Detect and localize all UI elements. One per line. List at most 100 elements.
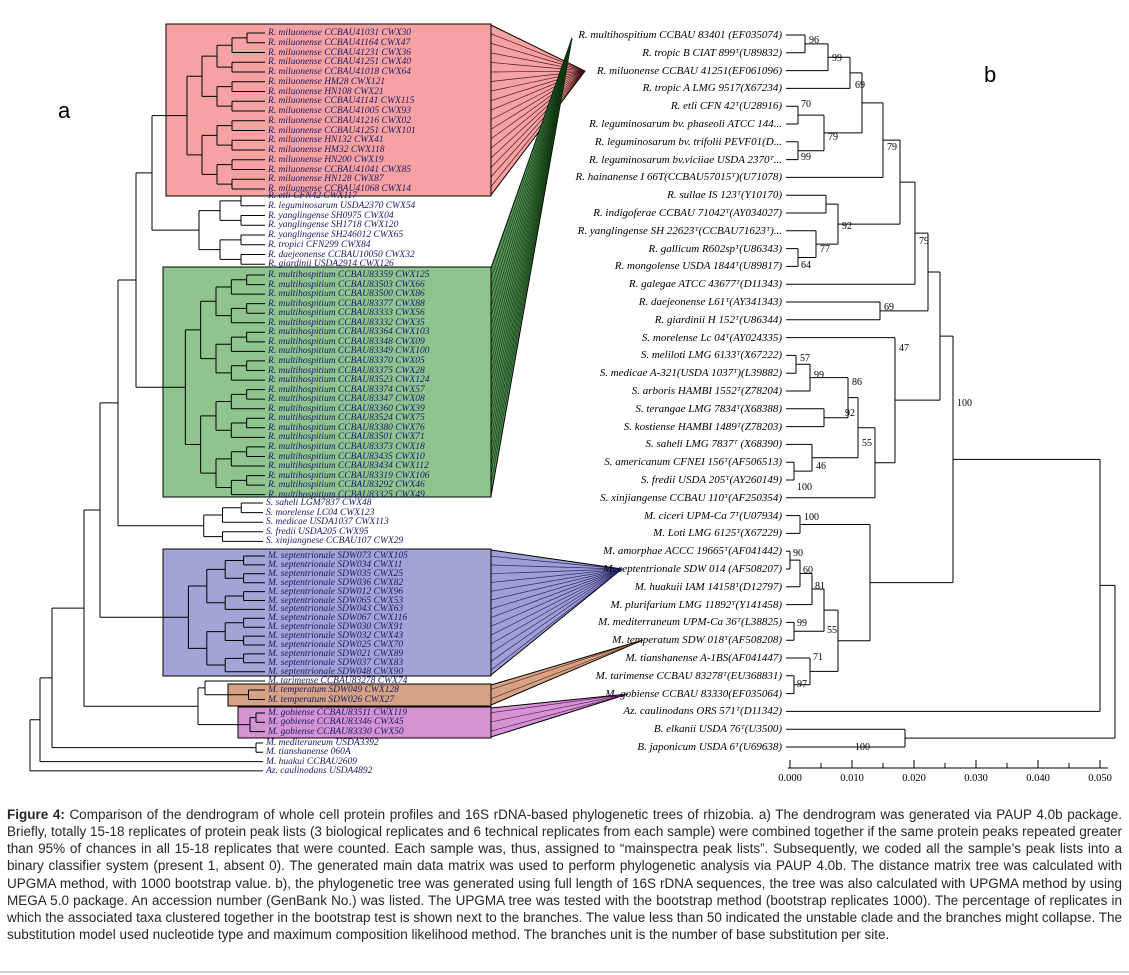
fan-line: [488, 37, 573, 276]
taxon-label-b: R. yanglingense SH 22623ᵀ(CCBAU71623ᵀ)..…: [577, 224, 782, 237]
cluster-box-septentrionale: [162, 548, 492, 677]
taxon-label-b: M. amorphae ACCC 19665ᵀ(AF041442): [603, 545, 782, 558]
taxon-label-b: M. gobiense CCBAU 83330(EF035064): [605, 687, 782, 700]
taxon-label-a: R. multihospitium CCBAU83292 CWX46: [268, 480, 425, 491]
bootstrap-value: 47: [899, 343, 909, 354]
fan-line: [488, 70, 586, 112]
taxon-label-a: M. tianshanense 060A: [266, 747, 351, 758]
bootstrap-value: 100: [797, 482, 812, 493]
fan-line: [488, 37, 573, 342]
taxon-label-a: M. tarimense CCBAU83278 CWX74: [268, 676, 408, 686]
bootstrap-value: 79: [919, 236, 929, 247]
taxon-label-a: S. medicae USDA1037 CWX113: [266, 517, 389, 528]
bootstrap-value: 79: [828, 132, 838, 143]
bootstrap-value: 100: [855, 742, 870, 753]
taxon-label-b: R. leguminosarum bv. phaseoli ATCC 144..…: [589, 118, 782, 130]
fan-line: [488, 37, 573, 362]
fan-line: [488, 37, 573, 304]
taxon-label-a: R. multihospitium CCBAU83325 CWX49: [268, 489, 425, 500]
taxon-label-a: R. leguminosarum USDA2370 CWX54: [268, 200, 416, 211]
taxon-label-a: M. septentrionale SDW035 CWX25: [268, 568, 404, 579]
fan-line: [488, 568, 623, 584]
bootstrap-value: 77: [820, 244, 830, 255]
taxon-label-a: R. miluonense CCBAU41031 CWX30: [268, 28, 412, 38]
fan-line: [488, 37, 573, 495]
fan-line: [488, 568, 623, 601]
fan-line: [488, 568, 623, 672]
fan-line: [488, 693, 629, 732]
taxon-label-a: R. miluonense CCBAU41041 CWX85: [268, 164, 412, 175]
bootstrap-value: 81: [815, 581, 825, 592]
taxon-label-a: Az. caulinodans USDA4892: [266, 765, 373, 776]
taxon-label-a: R. yanglingense SH0975 CWX04: [268, 210, 394, 221]
taxon-label-a: S. morelense LC04 CWX123: [266, 507, 375, 518]
taxon-label-a: R. tropici CFN299 CWX84: [268, 239, 371, 250]
taxon-label-a: R. miluonense CCBAU41251 CWX40: [268, 57, 412, 68]
panel-a-label: a: [58, 98, 71, 123]
taxon-label-a: R. multihospitium CCBAU83375 CWX28: [268, 365, 425, 376]
scale-tick-label: 0.000: [778, 773, 802, 784]
bootstrap-value: 99: [801, 152, 811, 163]
fan-line: [488, 70, 586, 161]
bootstrap-value: 99: [797, 618, 807, 629]
taxon-label-a: R. multihospitium CCBAU83332 CWX35: [268, 317, 425, 328]
bootstrap-value: 55: [862, 438, 872, 449]
bootstrap-value: 46: [816, 461, 826, 472]
taxon-label-a: R. multihospitium CCBAU83333 CWX56: [268, 308, 425, 319]
scale-tick-label: 0.040: [1026, 773, 1050, 784]
fan-line: [488, 37, 573, 390]
taxon-label-b: M. huakuii IAM 14158ᵀ(D12797): [634, 580, 782, 593]
taxon-label-a: R. yanglingense SH246012 CWX65: [268, 230, 404, 240]
taxon-label-b: B. japonicum USDA 6ᵀ(U69638): [637, 741, 782, 753]
fan-line: [488, 639, 644, 700]
taxon-label-a: R. multihospitium CCBAU83364 CWX103: [268, 327, 430, 338]
bottom-divider: [0, 971, 1129, 973]
taxon-label-a: M. huakui CCBAU2609: [266, 756, 358, 767]
taxon-label-a: R. miluonense CCBAU41216 CWX02: [268, 115, 412, 126]
fan-line: [488, 37, 573, 285]
fan-line: [488, 568, 623, 628]
fan-line: [488, 37, 573, 371]
taxon-label-b: S. terangae LMG 7834ᵀ(X68388): [635, 402, 782, 415]
taxon-label-b: M. ciceri UPM-Ca 7ᵀ(U07934): [643, 509, 782, 522]
taxon-label-b: R. multihospitium CCBAU 83401 (EF035074): [578, 29, 782, 41]
bootstrap-value: 92: [842, 221, 852, 232]
cluster-box-miluonense: [165, 23, 492, 197]
taxon-label-a: M. septentrionale SDW012 CWX96: [268, 586, 404, 597]
taxon-label-a: R. etli CFN42 CWX117: [268, 191, 358, 201]
taxon-label-b: S. xinjiangense CCBAU 110ᵀ(AF250354): [600, 491, 782, 504]
bootstrap-value: 86: [852, 377, 862, 388]
taxon-label-a: M. septentrionale SDW073 CWX105: [268, 551, 408, 561]
taxon-label-b: M. temperatum SDW 018ᵀ(AF508208): [612, 634, 782, 647]
taxon-label-b: R. daejeonense L61ᵀ(AY341343): [638, 296, 782, 308]
taxon-label-a: R. miluonense HN132 CWX41: [268, 135, 384, 146]
taxon-label-b: M. mediterraneum UPM-Ca 36ᵀ(L38825): [598, 616, 782, 629]
bootstrap-value: 69: [855, 80, 865, 91]
bootstrap-value: 70: [801, 99, 811, 110]
taxon-label-b: R. etli CFN 42ᵀ(U28916): [670, 100, 782, 113]
fan-line: [488, 639, 644, 691]
bootstrap-value: 100: [804, 512, 819, 523]
taxon-label-a: R. multihospitium CCBAU83377 CWX88: [268, 298, 425, 309]
fan-line: [488, 568, 623, 637]
taxon-label-b: R. galegae ATCC 43677ᵀ(D11343): [628, 278, 782, 291]
fan-line: [488, 70, 586, 102]
taxon-label-b: R. gallicum R602spᵀ(U86343): [648, 242, 782, 255]
bootstrap-value: 79: [887, 142, 897, 153]
taxon-label-a: R. daejeonense CCBAU10050 CWX32: [268, 249, 415, 260]
taxon-label-b: S. fredii USDA 205ᵀ(AY260149): [640, 474, 782, 486]
taxon-label-a: M. septentrionale SDW043 CWX63: [268, 604, 404, 615]
taxon-label-a: R. miluonense HN128 CWX87: [268, 174, 384, 185]
taxon-label-b: B. elkanii USDA 76ᵀ(U3500): [653, 723, 782, 736]
fan-line: [488, 568, 623, 655]
figure-caption: Figure 4: Comparison of the dendrogram o…: [7, 806, 1122, 943]
bootstrap-value: 60: [803, 565, 813, 576]
taxon-label-a: R. multihospitium CCBAU83523 CWX124: [268, 375, 430, 386]
fan-line: [488, 32, 586, 72]
fan-line: [488, 568, 623, 646]
taxon-label-a: R. multihospitium CCBAU83348 CWX09: [268, 336, 425, 347]
taxon-label-a: R. miluonense CCBAU41018 CWX64: [268, 67, 412, 77]
taxon-label-a: R. miluonense CCBAU41068 CWX14: [268, 184, 412, 194]
scale-tick-label: 0.050: [1088, 773, 1112, 784]
